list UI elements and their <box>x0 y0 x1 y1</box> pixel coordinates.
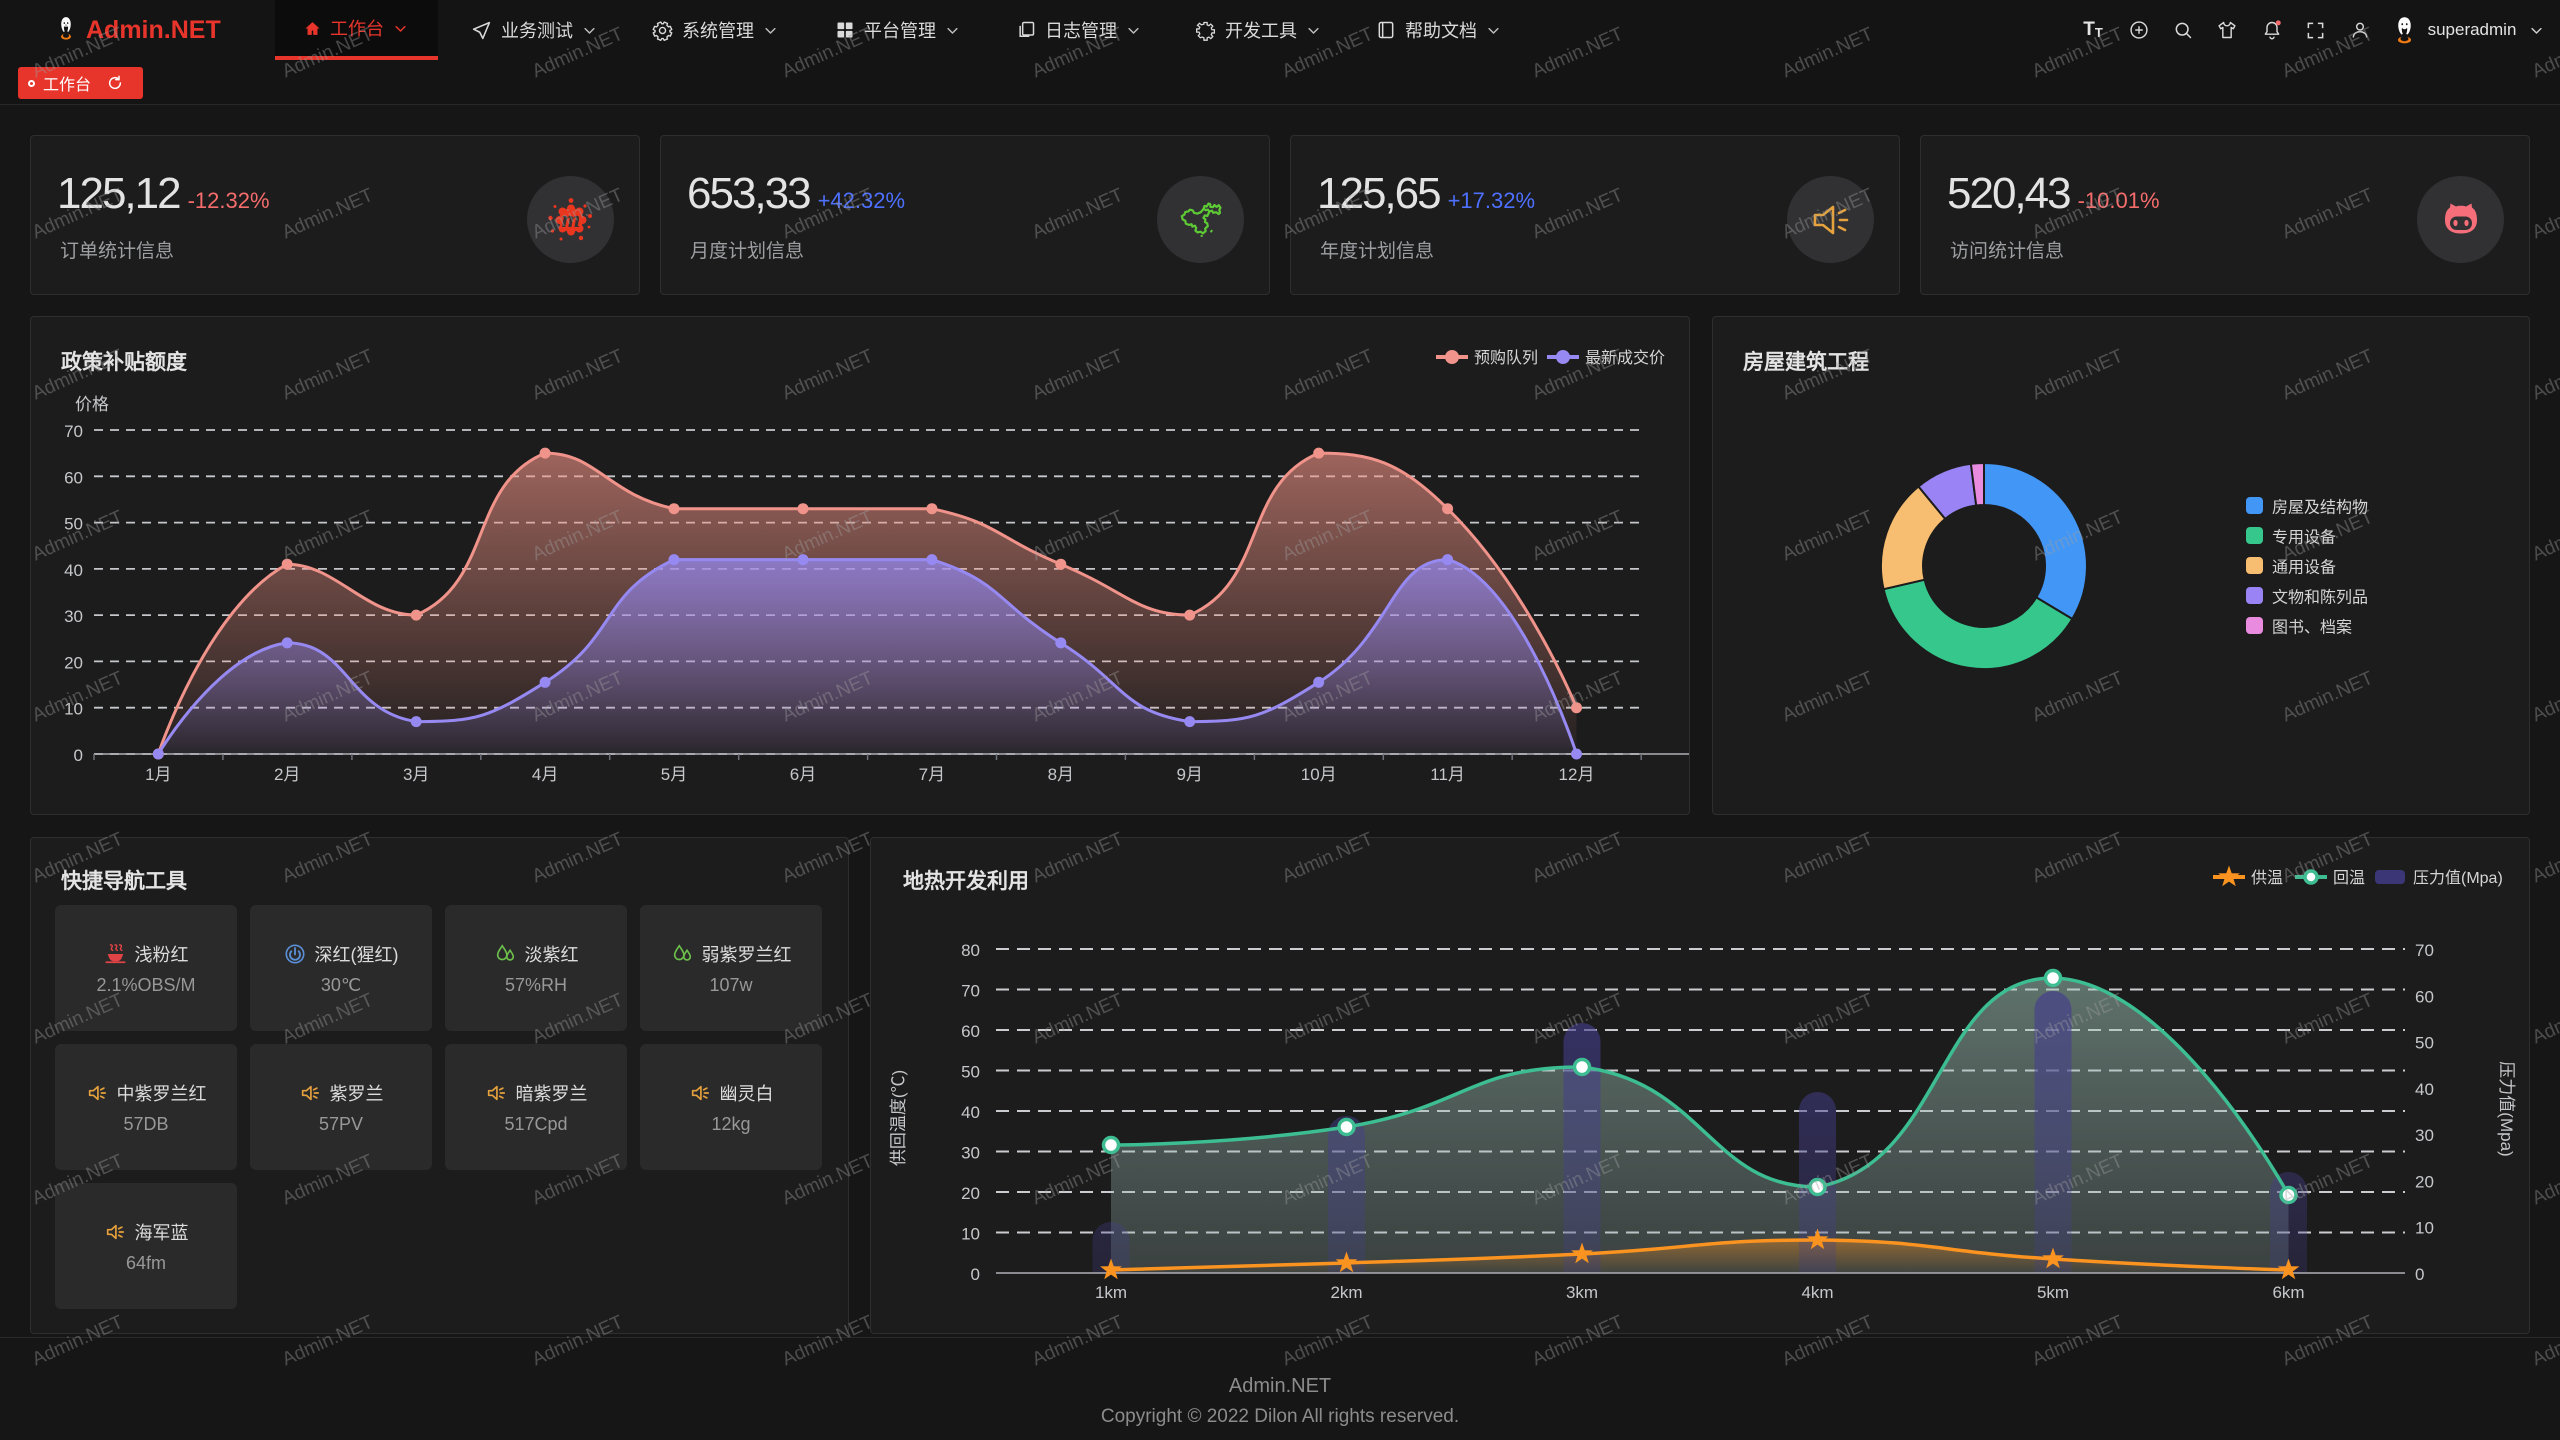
svg-text:1km: 1km <box>1095 1283 1127 1302</box>
svg-text:20: 20 <box>961 1184 980 1203</box>
svg-text:4月: 4月 <box>532 765 558 784</box>
svg-text:11月: 11月 <box>1430 765 1465 784</box>
svg-text:50: 50 <box>2415 1034 2434 1053</box>
svg-text:预购队列: 预购队列 <box>1474 349 1538 367</box>
svg-text:5月: 5月 <box>661 765 687 784</box>
svg-text:0: 0 <box>971 1265 980 1284</box>
svg-text:3km: 3km <box>1566 1283 1598 1302</box>
svg-text:60: 60 <box>64 468 83 487</box>
svg-text:30: 30 <box>64 607 83 626</box>
svg-text:60: 60 <box>961 1022 980 1041</box>
svg-text:3月: 3月 <box>403 765 429 784</box>
svg-text:房屋及结构物: 房屋及结构物 <box>2272 499 2368 517</box>
svg-text:20: 20 <box>2415 1172 2434 1191</box>
svg-text:图书、档案: 图书、档案 <box>2272 619 2352 637</box>
svg-text:7月: 7月 <box>919 765 945 784</box>
svg-text:文物和陈列品: 文物和陈列品 <box>2272 589 2368 607</box>
svg-text:价格: 价格 <box>75 395 109 414</box>
svg-text:2月: 2月 <box>274 765 300 784</box>
svg-text:0: 0 <box>2415 1265 2424 1284</box>
svg-text:压力值(Mpa): 压力值(Mpa) <box>2497 1061 2516 1156</box>
svg-text:回温: 回温 <box>2333 869 2365 887</box>
svg-text:50: 50 <box>64 515 83 534</box>
svg-text:10月: 10月 <box>1301 765 1337 784</box>
svg-text:10: 10 <box>64 700 83 719</box>
svg-text:4km: 4km <box>1801 1283 1833 1302</box>
svg-text:12月: 12月 <box>1559 765 1595 784</box>
svg-text:40: 40 <box>2415 1080 2434 1099</box>
svg-text:70: 70 <box>2415 941 2434 960</box>
svg-text:40: 40 <box>64 561 83 580</box>
svg-text:供回温度(℃): 供回温度(℃) <box>889 1070 908 1166</box>
svg-text:30: 30 <box>961 1144 980 1163</box>
svg-text:70: 70 <box>961 982 980 1001</box>
svg-text:最新成交价: 最新成交价 <box>1585 349 1665 367</box>
svg-text:6月: 6月 <box>790 765 816 784</box>
svg-text:9月: 9月 <box>1176 765 1202 784</box>
svg-text:80: 80 <box>961 941 980 960</box>
svg-text:60: 60 <box>2415 987 2434 1006</box>
svg-text:70: 70 <box>64 422 83 441</box>
svg-text:10: 10 <box>2415 1219 2434 1238</box>
svg-text:30: 30 <box>2415 1126 2434 1145</box>
svg-text:20: 20 <box>64 653 83 672</box>
svg-text:0: 0 <box>74 746 83 765</box>
svg-text:6km: 6km <box>2272 1283 2304 1302</box>
svg-text:2km: 2km <box>1330 1283 1362 1302</box>
svg-text:40: 40 <box>961 1103 980 1122</box>
svg-text:供温: 供温 <box>2251 869 2283 887</box>
svg-text:压力值(Mpa): 压力值(Mpa) <box>2413 869 2503 887</box>
svg-text:1月: 1月 <box>145 765 171 784</box>
svg-text:50: 50 <box>961 1063 980 1082</box>
svg-text:10: 10 <box>961 1225 980 1244</box>
svg-text:m: m <box>561 207 580 233</box>
svg-text:5km: 5km <box>2037 1283 2069 1302</box>
svg-text:8月: 8月 <box>1048 765 1074 784</box>
svg-text:专用设备: 专用设备 <box>2272 529 2336 547</box>
svg-text:通用设备: 通用设备 <box>2272 559 2336 577</box>
